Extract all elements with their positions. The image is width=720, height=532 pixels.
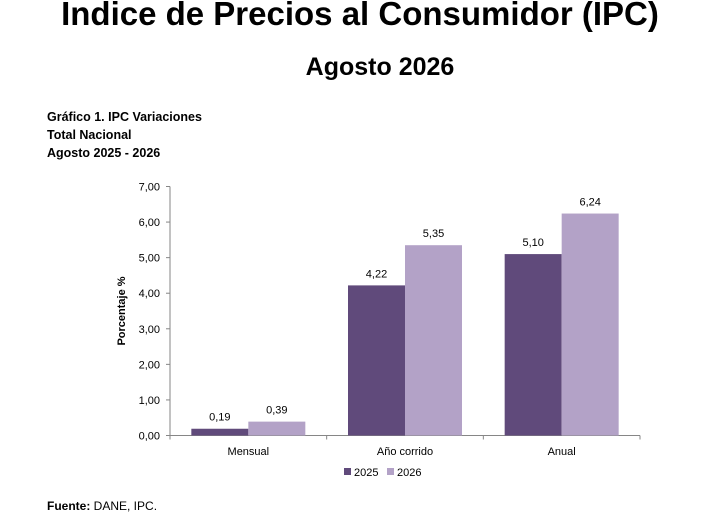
chart-bars — [191, 213, 619, 436]
y-tick-label: 6,00 — [139, 217, 160, 229]
chart-legend: 2025 2026 — [344, 467, 421, 479]
bar-2025 — [348, 285, 405, 436]
legend-swatch-2025 — [344, 468, 351, 475]
chart-caption-line-3: Agosto 2025 - 2026 — [47, 146, 161, 160]
y-tick-label: 4,00 — [139, 288, 160, 300]
chart-caption: Gráfico 1. IPC Variaciones Total Naciona… — [47, 108, 202, 162]
legend-swatch-2026 — [387, 468, 394, 475]
y-tick-label: 0,00 — [139, 431, 160, 443]
source-note: Fuente: DANE, IPC. — [47, 498, 157, 514]
y-axis-title: Porcentaje % — [116, 276, 128, 345]
chart-caption-line-2: Total Nacional — [47, 128, 132, 142]
bar-value-label: 5,35 — [423, 228, 444, 240]
y-tick-label: 5,00 — [139, 253, 160, 265]
legend-label: 2026 — [397, 467, 421, 479]
bar-value-label: 4,22 — [366, 268, 387, 280]
bar-2026 — [561, 213, 619, 436]
y-tick-label: 7,00 — [139, 182, 160, 194]
legend-label: 2025 — [354, 467, 378, 479]
source-label: Fuente: — [47, 499, 91, 513]
bar-value-label: 0,19 — [209, 412, 230, 424]
bar-2025 — [504, 254, 562, 436]
bar-value-label: 5,10 — [522, 237, 543, 249]
x-tick-label: Anual — [548, 446, 576, 458]
y-tick-label: 2,00 — [139, 359, 160, 371]
bar-2025 — [191, 428, 249, 436]
source-text: DANE, IPC. — [90, 499, 158, 513]
y-tick-label: 1,00 — [139, 395, 160, 407]
chart-data-labels: 0,19 0,39 4,22 5,35 5,10 6,24 — [209, 197, 601, 424]
chart-caption-line-1: Gráfico 1. IPC Variaciones — [47, 110, 202, 124]
page-title: Indice de Precios al Consumidor (IPC) — [61, 0, 659, 32]
page-subtitle: Agosto 2026 — [305, 53, 455, 81]
x-tick-label: Año corrido — [377, 446, 433, 458]
bar-2026 — [405, 245, 462, 436]
bar-value-label: 0,39 — [266, 405, 287, 417]
x-tick-label: Mensual — [228, 446, 270, 458]
bar-value-label: 6,24 — [579, 197, 600, 209]
bar-2026 — [248, 421, 306, 436]
y-tick-label: 3,00 — [139, 324, 160, 336]
